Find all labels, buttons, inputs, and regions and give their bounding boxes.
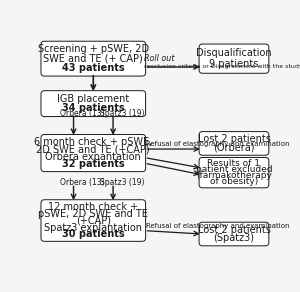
FancyBboxPatch shape <box>199 157 269 188</box>
Text: Spatz3 explantation: Spatz3 explantation <box>44 223 142 232</box>
Text: Results of 1: Results of 1 <box>208 159 260 168</box>
Text: Refusal of elastography and examination: Refusal of elastography and examination <box>146 141 289 147</box>
Text: Spatz3 (19): Spatz3 (19) <box>100 178 145 187</box>
Text: (+CAP): (+CAP) <box>76 215 111 225</box>
FancyBboxPatch shape <box>199 222 269 246</box>
Text: Refusal of elastography and examination: Refusal of elastography and examination <box>146 223 289 229</box>
Text: pSWE, 2D SWE and TE: pSWE, 2D SWE and TE <box>38 208 148 219</box>
Text: Roll out: Roll out <box>145 54 175 63</box>
Text: (Orbera): (Orbera) <box>213 142 255 153</box>
Text: 30 patients: 30 patients <box>62 230 124 239</box>
Text: Screening + pSWE, 2D: Screening + pSWE, 2D <box>38 44 149 54</box>
Text: of obesity): of obesity) <box>210 177 258 186</box>
Text: Disqualification: Disqualification <box>196 48 272 58</box>
Text: 6 month check + pSWE,: 6 month check + pSWE, <box>34 137 152 147</box>
FancyBboxPatch shape <box>199 132 269 155</box>
Text: 34 patients: 34 patients <box>62 103 124 113</box>
Text: Lost 2 patients: Lost 2 patients <box>197 134 270 144</box>
FancyBboxPatch shape <box>41 41 146 76</box>
Text: Orbera expantation: Orbera expantation <box>45 152 141 162</box>
Text: 32 patients: 32 patients <box>62 159 124 169</box>
Text: 2D SWE and TE (+CAP): 2D SWE and TE (+CAP) <box>37 144 150 154</box>
Text: IGB placement: IGB placement <box>57 94 129 104</box>
Text: (farmakotherapy: (farmakotherapy <box>196 171 272 180</box>
Text: 43 patients: 43 patients <box>62 63 124 73</box>
Text: Orbera (13): Orbera (13) <box>60 178 104 187</box>
Text: patient excluded: patient excluded <box>196 165 272 174</box>
Text: 12 month check +: 12 month check + <box>48 201 138 212</box>
Text: SWE and TE (+ CAP): SWE and TE (+ CAP) <box>44 54 143 64</box>
FancyBboxPatch shape <box>41 91 146 117</box>
FancyBboxPatch shape <box>41 200 146 241</box>
Text: Lost 2 patients: Lost 2 patients <box>197 225 270 235</box>
Text: Orbera (13): Orbera (13) <box>60 109 104 118</box>
FancyBboxPatch shape <box>199 44 269 73</box>
Text: (Spatz3): (Spatz3) <box>214 233 254 243</box>
Text: (exclusion criteria or Disagreement with the study): (exclusion criteria or Disagreement with… <box>145 64 300 69</box>
FancyBboxPatch shape <box>41 135 146 172</box>
Text: Spatz3 (19): Spatz3 (19) <box>100 109 145 118</box>
Text: 9 patients: 9 patients <box>209 59 259 69</box>
